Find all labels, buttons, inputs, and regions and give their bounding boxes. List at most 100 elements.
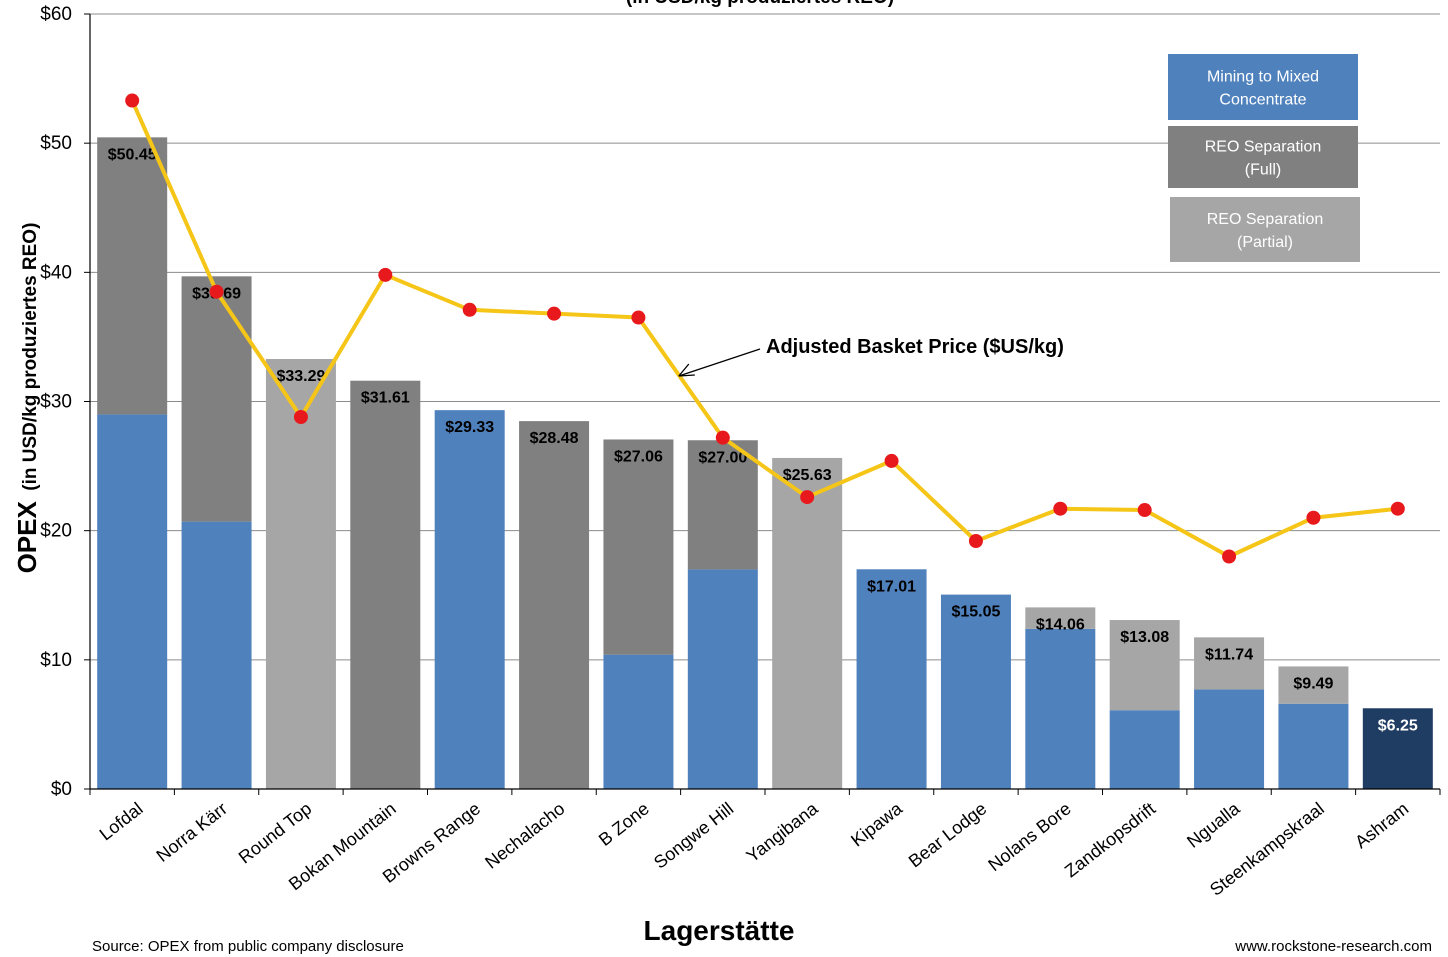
basket-price-marker (1390, 501, 1405, 516)
basket-price-marker (547, 306, 562, 321)
annotation-arrowhead (678, 363, 695, 377)
bar-segment (603, 439, 674, 655)
legend-label: (Partial) (1237, 234, 1293, 251)
data-label: $15.05 (951, 604, 1000, 621)
data-labels-group: $50.45$39.69$33.29$31.61$29.33$28.48$27.… (108, 146, 1418, 734)
legend-label: Mining to Mixed (1207, 69, 1319, 86)
basket-price-marker (462, 302, 477, 317)
bar-segment (603, 654, 674, 789)
y-tick-label: $50 (40, 133, 72, 154)
bar-segment (1025, 628, 1096, 789)
legend-label: (Full) (1245, 162, 1281, 179)
data-label: $11.74 (1205, 646, 1253, 663)
bar-segment (772, 457, 843, 789)
bar-segment (97, 414, 168, 789)
data-label: $6.25 (1378, 717, 1418, 734)
bar-segment (856, 569, 927, 789)
y-tick-label: $40 (40, 262, 72, 283)
annotation-arrow-line (678, 348, 761, 377)
x-tick-label: Ashram (1351, 798, 1412, 852)
y-tick-label: $60 (40, 4, 72, 25)
x-tick-label: Norra Kärr (153, 798, 232, 865)
x-tick-label: Lofdal (96, 798, 147, 844)
x-tick-label: Kipawa (847, 798, 907, 851)
bar-segment (1362, 708, 1433, 789)
y-tick-label: $30 (40, 392, 72, 413)
data-label: $27.06 (614, 448, 663, 465)
data-label: $33.29 (276, 368, 325, 385)
basket-price-marker (1137, 503, 1152, 517)
legend-swatch (1168, 54, 1358, 120)
bar-segment (1278, 666, 1349, 704)
basket-price-marker (125, 93, 140, 108)
basket-price-marker (378, 267, 393, 282)
legend-swatch (1170, 197, 1360, 262)
x-tick-label: Zandkopsdrift (1061, 798, 1159, 881)
bar-segment (1194, 689, 1265, 789)
bar-segment (97, 137, 168, 415)
bar-segment (1278, 703, 1349, 789)
basket-price-marker (209, 284, 224, 299)
basket-price-marker (1222, 549, 1237, 564)
y-ticks-group: $0 $10 $20 $30 $40 $50 $60 (40, 4, 90, 800)
chart-title: (in USD/kg produziertes REO) (626, 0, 894, 8)
bar-segment (940, 594, 1011, 789)
basket-price-line-group (125, 93, 1405, 564)
data-label: $28.48 (530, 430, 579, 447)
data-label: $13.08 (1120, 629, 1169, 646)
y-axis-title-sub: (in USD/kg produziertes REO) (20, 223, 41, 491)
basket-price-marker (293, 410, 308, 424)
x-tick-label: Songwe Hill (650, 798, 737, 872)
basket-price-marker (1306, 510, 1321, 525)
data-label: $17.01 (867, 578, 916, 595)
legend-label: Concentrate (1219, 92, 1306, 109)
basket-price-marker (968, 534, 983, 548)
website-credit: www.rockstone-research.com (1234, 938, 1432, 955)
bar-segment (519, 421, 590, 789)
basket-price-marker (800, 490, 815, 505)
bar-segment (181, 521, 252, 789)
y-tick-label: $20 (40, 521, 72, 542)
basket-price-marker (1053, 501, 1068, 516)
x-tick-label: Ngualla (1183, 798, 1244, 852)
bar-segment (1109, 620, 1180, 711)
bar-segment (350, 380, 421, 789)
basket-price-marker (631, 310, 646, 325)
bar-segment (687, 440, 758, 570)
data-label: $25.63 (783, 467, 832, 484)
x-axis-title: Lagerstätte (644, 915, 795, 946)
annotation-group: Adjusted Basket Price ($US/kg) (678, 336, 1064, 377)
basket-price-marker (884, 453, 899, 468)
x-tick-label: Bear Lodge (905, 798, 991, 871)
y-tick-label: $0 (51, 779, 72, 800)
bar-segment (1109, 710, 1180, 789)
legend-label: REO Separation (1207, 211, 1324, 228)
y-axis-title-main: OPEX (12, 501, 42, 574)
x-tick-label: Yangibana (743, 798, 823, 867)
legend-label: REO Separation (1205, 139, 1322, 156)
x-tick-label: B Zone (595, 798, 653, 849)
source-note: Source: OPEX from public company disclos… (92, 938, 404, 955)
basket-price-line (130, 99, 1399, 559)
bar-segment (265, 359, 336, 789)
x-tick-label: Nolans Bore (984, 798, 1074, 875)
data-label: $27.00 (698, 449, 747, 466)
legend: Mining to Mixed Concentrate REO Separation… (1168, 54, 1360, 262)
data-label: $50.45 (108, 146, 157, 163)
bar-segment (181, 276, 252, 522)
legend-swatch (1168, 126, 1358, 188)
bar-segment (434, 410, 505, 789)
bar-segment (687, 569, 758, 789)
data-label: $31.61 (361, 390, 410, 407)
x-tick-label: Nechalacho (481, 798, 568, 872)
bars-group (97, 137, 1433, 789)
x-tick-label: Round Top (235, 798, 316, 867)
bar-segment (1194, 637, 1265, 690)
data-label: $9.49 (1293, 675, 1333, 692)
data-label: $14.06 (1036, 616, 1085, 633)
y-axis-title: OPEX (in USD/kg produziertes REO) (12, 223, 42, 574)
data-label: $29.33 (445, 419, 494, 436)
basket-price-marker (715, 430, 730, 445)
y-tick-label: $10 (40, 650, 72, 671)
